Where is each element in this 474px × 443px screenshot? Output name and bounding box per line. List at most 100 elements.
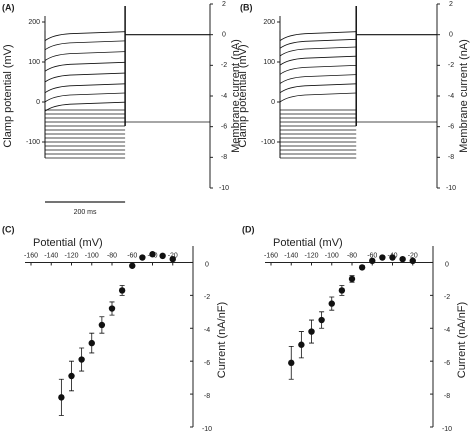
x-tick-label: -140 [284, 252, 298, 259]
y2-tick-label: -6 [448, 124, 454, 131]
y2-tick-label: 0 [449, 32, 453, 39]
current-trace [279, 74, 357, 84]
current-trace [44, 92, 126, 103]
x-tick-label: -120 [64, 252, 78, 259]
panel-label: (C) [2, 224, 15, 234]
y2-tick-label: -8 [448, 154, 454, 161]
current-trace [279, 65, 357, 75]
data-point [318, 316, 325, 324]
y-tick-label: 100 [263, 59, 275, 66]
data-point [389, 254, 396, 261]
data-point [118, 287, 126, 294]
data-point [288, 359, 295, 367]
x-tick-label: -20 [168, 252, 178, 259]
data-point [348, 275, 356, 283]
data-point [68, 372, 75, 380]
y2-tick-label: -8 [221, 154, 227, 161]
y-tick-label: 200 [263, 19, 275, 26]
x-tick-label: -160 [24, 252, 38, 259]
data-point [88, 339, 95, 347]
x-tick-label: -60 [127, 252, 137, 259]
y-tick-label: -100 [26, 139, 40, 146]
data-point [98, 321, 106, 329]
current-trace [44, 40, 126, 51]
current-trace [279, 31, 357, 41]
data-point [159, 252, 166, 260]
scale-bar-label: 200 ms [74, 209, 97, 216]
y-tick-label: -6 [204, 360, 210, 367]
y2-tick-label: 2 [449, 1, 453, 8]
x-tick-label: -60 [367, 252, 377, 259]
y-tick-label: -4 [444, 327, 450, 334]
y-tick-label: 200 [28, 19, 40, 26]
panel-label: (D) [242, 224, 255, 234]
y2-tick-label: -10 [219, 185, 229, 192]
current-trace [279, 55, 357, 66]
data-point [58, 394, 65, 401]
y2-tick-label: -2 [221, 62, 227, 69]
current-trace [44, 51, 126, 61]
data-point [369, 257, 376, 265]
x-axis-label: Potential (mV) [33, 237, 103, 249]
y-axis-label: Clamp potential (mV) [2, 44, 14, 147]
y2-tick-label: -10 [446, 185, 456, 192]
y-tick-label: -4 [204, 327, 210, 334]
x-tick-label: -20 [408, 252, 418, 259]
data-point [149, 251, 156, 258]
current-trace [279, 92, 357, 103]
x-tick-label: -100 [325, 252, 339, 259]
current-trace [279, 46, 357, 57]
x-tick-label: -140 [44, 252, 58, 259]
data-point [358, 264, 366, 271]
y-tick-label: -8 [444, 393, 450, 400]
data-point [108, 305, 116, 312]
current-trace [44, 61, 126, 72]
x-tick-label: -120 [304, 252, 318, 259]
y2-axis-label: Membrane current (nA) [458, 39, 470, 153]
y-tick-label: -2 [444, 294, 450, 301]
y2-tick-label: -4 [448, 93, 454, 100]
y-axis-label: Current (nA/nF) [216, 302, 228, 378]
y-tick-label: 0 [205, 261, 209, 268]
current-trace [279, 38, 357, 49]
data-point [78, 356, 85, 363]
data-point [308, 328, 315, 335]
y2-tick-label: 2 [222, 1, 226, 8]
y-tick-label: -10 [202, 426, 212, 433]
y-tick-label: -8 [204, 393, 210, 400]
y-tick-label: -6 [444, 360, 450, 367]
data-point [399, 255, 406, 263]
y2-tick-label: 0 [222, 32, 226, 39]
current-trace [44, 83, 126, 94]
current-trace [44, 72, 126, 83]
x-tick-label: -80 [107, 252, 117, 259]
current-trace [44, 31, 126, 41]
y-tick-label: 100 [28, 59, 40, 66]
y2-tick-label: -4 [221, 93, 227, 100]
y-tick-label: 0 [271, 99, 275, 106]
y-axis-label: Clamp potential (mV) [237, 44, 249, 147]
data-point [129, 262, 136, 269]
panel-label: (A) [2, 2, 15, 12]
x-axis-label: Potential (mV) [273, 237, 343, 249]
y2-tick-label: -6 [221, 124, 227, 131]
y-tick-label: 0 [36, 99, 40, 106]
x-tick-label: -100 [85, 252, 99, 259]
y-axis-label: Current (nA/nF) [456, 302, 468, 378]
current-trace [279, 83, 357, 94]
current-trace [44, 101, 126, 112]
data-point [379, 254, 386, 261]
y-tick-label: -10 [442, 426, 452, 433]
y2-axis-label: Membrane current (nA) [230, 39, 242, 153]
panel-label: (B) [240, 2, 253, 12]
y-tick-label: -2 [204, 294, 210, 301]
y-tick-label: -100 [261, 139, 275, 146]
data-point [409, 257, 416, 265]
y-tick-label: 0 [445, 261, 449, 268]
x-tick-label: -160 [264, 252, 278, 259]
data-point [338, 287, 346, 294]
data-point [169, 255, 176, 263]
data-point [298, 341, 305, 348]
